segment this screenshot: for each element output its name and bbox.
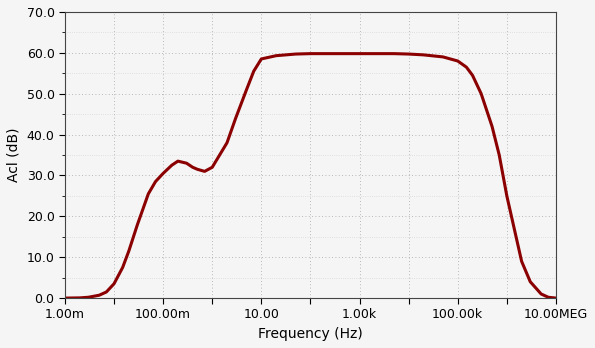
X-axis label: Frequency (Hz): Frequency (Hz) (258, 327, 363, 341)
Y-axis label: Acl (dB): Acl (dB) (7, 128, 21, 182)
